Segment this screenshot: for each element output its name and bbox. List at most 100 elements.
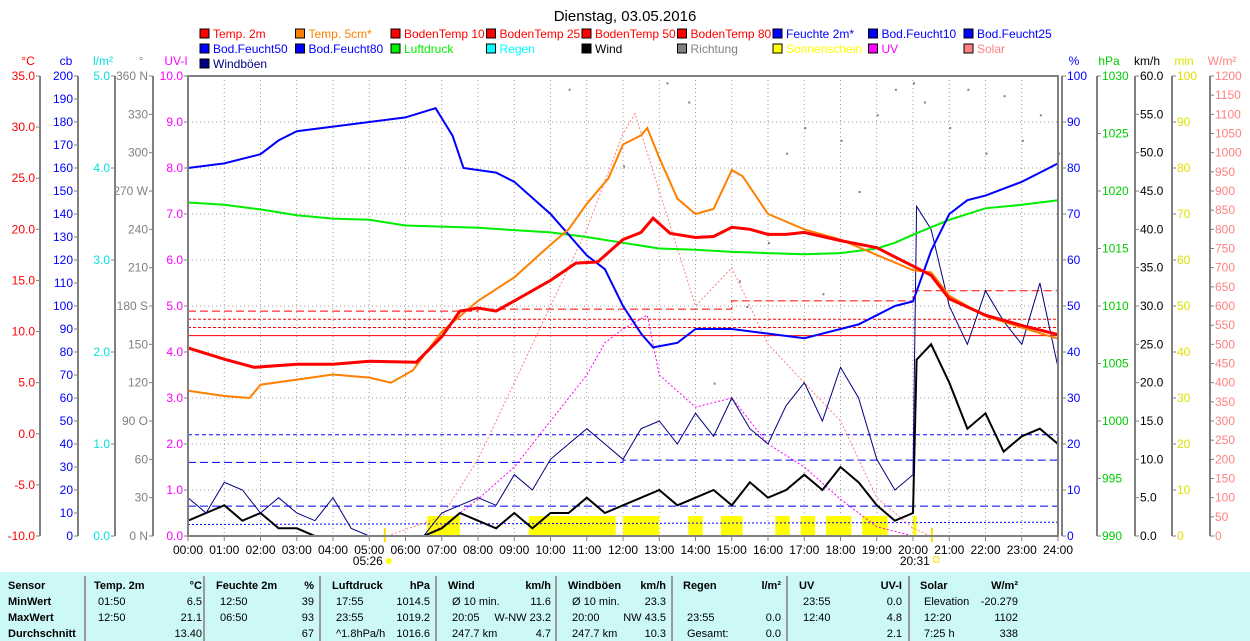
dir-tick-label: 300: [128, 146, 148, 160]
legend-label: Richtung: [691, 42, 738, 56]
wind-tick-label: 50.0: [1140, 146, 1164, 160]
row-label: Durchschnitt: [8, 628, 76, 640]
dir-tick-label: 180 S: [117, 299, 148, 313]
legend-swatch: [581, 28, 592, 39]
solar-tick-label: 950: [1215, 165, 1235, 179]
dir-tick-label: 60: [135, 452, 149, 466]
temp-tick-label: 15.0: [12, 273, 36, 287]
legend-label: Wind: [595, 42, 622, 56]
cb-tick-label: 10: [60, 506, 74, 520]
direction-dot: [713, 382, 716, 385]
hum-tick-label: 10: [1067, 483, 1081, 497]
sun-tick-label: 30: [1177, 391, 1191, 405]
press-tick-label: 995: [1102, 472, 1122, 486]
x-tick-label: 06:00: [390, 543, 420, 557]
x-tick-label: 10:00: [535, 543, 565, 557]
x-tick-label: 02:00: [245, 543, 275, 557]
x-tick-label: 08:00: [463, 543, 493, 557]
x-tick-label: 18:00: [825, 543, 855, 557]
dir-tick-label: 150: [128, 337, 148, 351]
wind-value: 11.6: [530, 596, 551, 608]
legend-swatch: [868, 28, 878, 39]
gust-unit: km/h: [640, 580, 666, 592]
press-time: 17:55: [336, 596, 364, 608]
press-tick-label: 1025: [1102, 127, 1129, 141]
solar-tick-label: 650: [1215, 280, 1235, 294]
wind-tick-label: 10.0: [1140, 452, 1164, 466]
rain-header: Regen: [683, 580, 717, 592]
hum-tick-label: 0: [1067, 529, 1074, 543]
moon-icon: [933, 556, 940, 563]
temp-value: 6.5: [186, 596, 202, 608]
direction-dot: [1021, 139, 1024, 142]
column-divider: [786, 576, 788, 641]
hum-tick-label: 100: [1067, 69, 1087, 83]
rain-tick-label: 0.0: [93, 529, 110, 543]
temp-axis-unit: °C: [21, 54, 35, 68]
cb-tick-label: 40: [60, 437, 74, 451]
sun-tick-label: 50: [1177, 299, 1191, 313]
row-label: MaxWert: [8, 612, 54, 624]
uvi-tick-label: 5.0: [166, 299, 183, 313]
direction-dot: [804, 127, 807, 130]
legend-swatch: [772, 43, 783, 54]
sunset-label: 20:31: [900, 554, 930, 568]
hum-tick-label: 70: [1067, 207, 1081, 221]
solar-tick-label: 450: [1215, 357, 1235, 371]
sun-tick-label: 40: [1177, 345, 1191, 359]
uvi-tick-label: 8.0: [166, 161, 183, 175]
direction-dot: [858, 191, 861, 193]
legend-label: BodenTemp 25: [500, 27, 581, 41]
direction-dot: [967, 88, 970, 91]
direction-dot: [739, 280, 741, 283]
plot-frame: [187, 75, 1059, 537]
legend-swatch: [677, 28, 687, 39]
solar-value: 1102: [994, 612, 1018, 624]
hum-tick-label: 80: [1067, 161, 1081, 175]
cb-tick-label: 200: [53, 69, 73, 83]
column-divider: [555, 576, 557, 641]
uv-time: 12:40: [803, 612, 831, 624]
rain-axis-unit: l/m²: [93, 54, 113, 68]
legend-label: BodenTemp 50: [595, 27, 676, 41]
solar-tick-label: 800: [1215, 222, 1235, 236]
press-tick-label: 1005: [1102, 357, 1129, 371]
press-tick-label: 1010: [1102, 299, 1129, 313]
solar-axis-unit: W/m²: [1208, 54, 1237, 68]
direction-dot: [786, 152, 789, 155]
solar-tick-label: 750: [1215, 242, 1235, 256]
legend: Temp. 2m Temp. 5cm* BodenTemp 10 BodenTemp …: [199, 27, 1052, 71]
wind-header: Wind: [448, 580, 475, 592]
uv-value: 0.0: [886, 596, 902, 608]
legend-label: Solar: [977, 42, 1005, 56]
solar-tick-label: 850: [1215, 203, 1235, 217]
hum-tick-label: 40: [1067, 345, 1081, 359]
legend-swatch: [199, 28, 210, 39]
temp-tick-label: -5.0: [14, 478, 35, 492]
x-tick-label: 20:00: [898, 543, 928, 557]
legend-label: Bod.Feucht80: [309, 42, 384, 56]
temp-unit: °C: [189, 580, 202, 592]
cb-tick-label: 150: [53, 184, 73, 198]
wind-tick-label: 0.0: [1140, 529, 1157, 543]
legend-label: Temp. 5cm*: [309, 27, 373, 41]
solar-tick-label: 250: [1215, 433, 1235, 447]
gust-time: Ø 10 min.: [572, 596, 620, 608]
cb-tick-label: 190: [53, 92, 73, 106]
gust-header: Windböen: [568, 580, 622, 592]
sunshine-bar: [623, 516, 660, 536]
wind-tick-label: 5.0: [1140, 491, 1157, 505]
rain-time: Gesamt:: [687, 628, 729, 640]
temp-tick-label: 35.0: [12, 69, 36, 83]
temp-value: 13.40: [174, 628, 202, 640]
x-tick-label: 07:00: [427, 543, 457, 557]
solar-tick-label: 1100: [1215, 107, 1241, 121]
sun-tick-label: 90: [1177, 115, 1191, 129]
legend-swatch: [199, 43, 210, 54]
dir-axis-unit: °: [139, 54, 144, 68]
x-tick-label: 12:00: [608, 543, 638, 557]
solar-tick-label: 400: [1215, 376, 1235, 390]
legend-swatch: [963, 28, 974, 39]
x-tick-label: 01:00: [209, 543, 239, 557]
direction-dot: [923, 101, 926, 104]
